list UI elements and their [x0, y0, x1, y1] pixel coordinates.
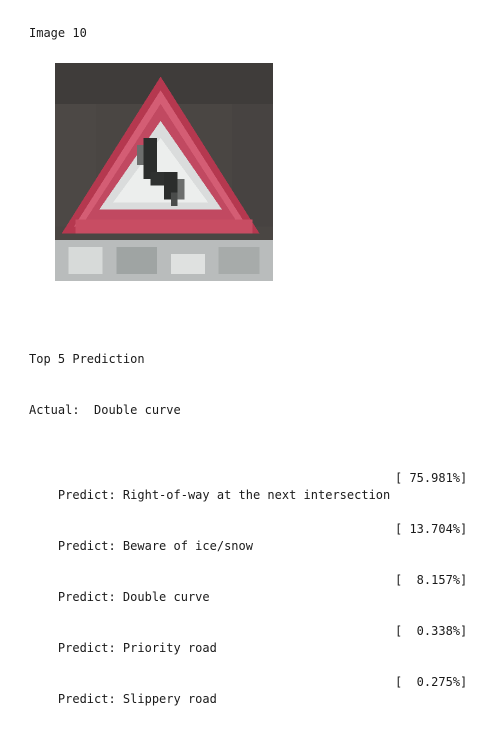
prediction-row: Predict: Beware of ice/snow [ 13.704%]: [29, 521, 467, 553]
actual-label: Actual: Double curve: [29, 403, 181, 417]
prediction-label: Predict: Slippery road: [57, 692, 217, 706]
prediction-label: Predict: Beware of ice/snow: [57, 539, 253, 553]
prediction-percentage: [ 0.338%]: [395, 624, 468, 638]
prediction-label: Predict: Double curve: [57, 590, 210, 604]
prediction-percentage: [ 0.275%]: [395, 675, 468, 689]
prediction-row: Predict: Double curve [ 8.157%]: [29, 572, 467, 604]
prediction-results: Top 5 Prediction Actual: Double curve Pr…: [29, 317, 467, 708]
prediction-percentage: [ 13.704%]: [395, 522, 468, 536]
prediction-label: Predict: Priority road: [57, 641, 217, 655]
sign-image: [55, 63, 273, 281]
prediction-row: Predict: Slippery road [ 0.275%]: [29, 674, 467, 706]
prediction-row: Predict: Priority road [ 0.338%]: [29, 623, 467, 655]
prediction-row: Predict: Right-of-way at the next inters…: [29, 470, 467, 502]
results-heading: Top 5 Prediction: [29, 352, 145, 366]
prediction-label: Predict: Right-of-way at the next inters…: [57, 488, 391, 502]
prediction-percentage: [ 8.157%]: [395, 573, 468, 587]
prediction-percentage: [ 75.981%]: [395, 471, 468, 485]
image-title: Image 10: [29, 26, 87, 40]
